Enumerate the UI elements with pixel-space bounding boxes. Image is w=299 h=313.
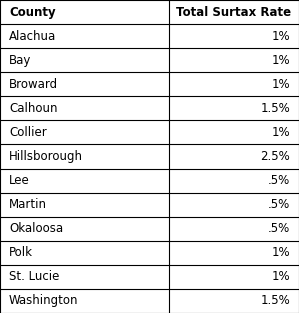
Text: 1%: 1%	[271, 30, 290, 43]
Text: Collier: Collier	[9, 126, 47, 139]
Text: 1%: 1%	[271, 270, 290, 283]
Text: .5%: .5%	[268, 222, 290, 235]
Text: 1%: 1%	[271, 78, 290, 91]
Text: County: County	[9, 6, 56, 18]
Text: Alachua: Alachua	[9, 30, 56, 43]
Text: Martin: Martin	[9, 198, 47, 211]
Text: 1%: 1%	[271, 54, 290, 67]
Text: 1.5%: 1.5%	[260, 295, 290, 307]
Text: Lee: Lee	[9, 174, 30, 187]
Text: .5%: .5%	[268, 198, 290, 211]
Text: 1%: 1%	[271, 126, 290, 139]
Text: Polk: Polk	[9, 246, 33, 259]
Text: Broward: Broward	[9, 78, 58, 91]
Text: .5%: .5%	[268, 174, 290, 187]
Text: Hillsborough: Hillsborough	[9, 150, 83, 163]
Text: Okaloosa: Okaloosa	[9, 222, 63, 235]
Text: Washington: Washington	[9, 295, 78, 307]
Text: Total Surtax Rate: Total Surtax Rate	[176, 6, 292, 18]
Text: 1.5%: 1.5%	[260, 102, 290, 115]
Text: Bay: Bay	[9, 54, 31, 67]
Text: St. Lucie: St. Lucie	[9, 270, 59, 283]
Text: Calhoun: Calhoun	[9, 102, 57, 115]
Text: 1%: 1%	[271, 246, 290, 259]
Text: 2.5%: 2.5%	[260, 150, 290, 163]
